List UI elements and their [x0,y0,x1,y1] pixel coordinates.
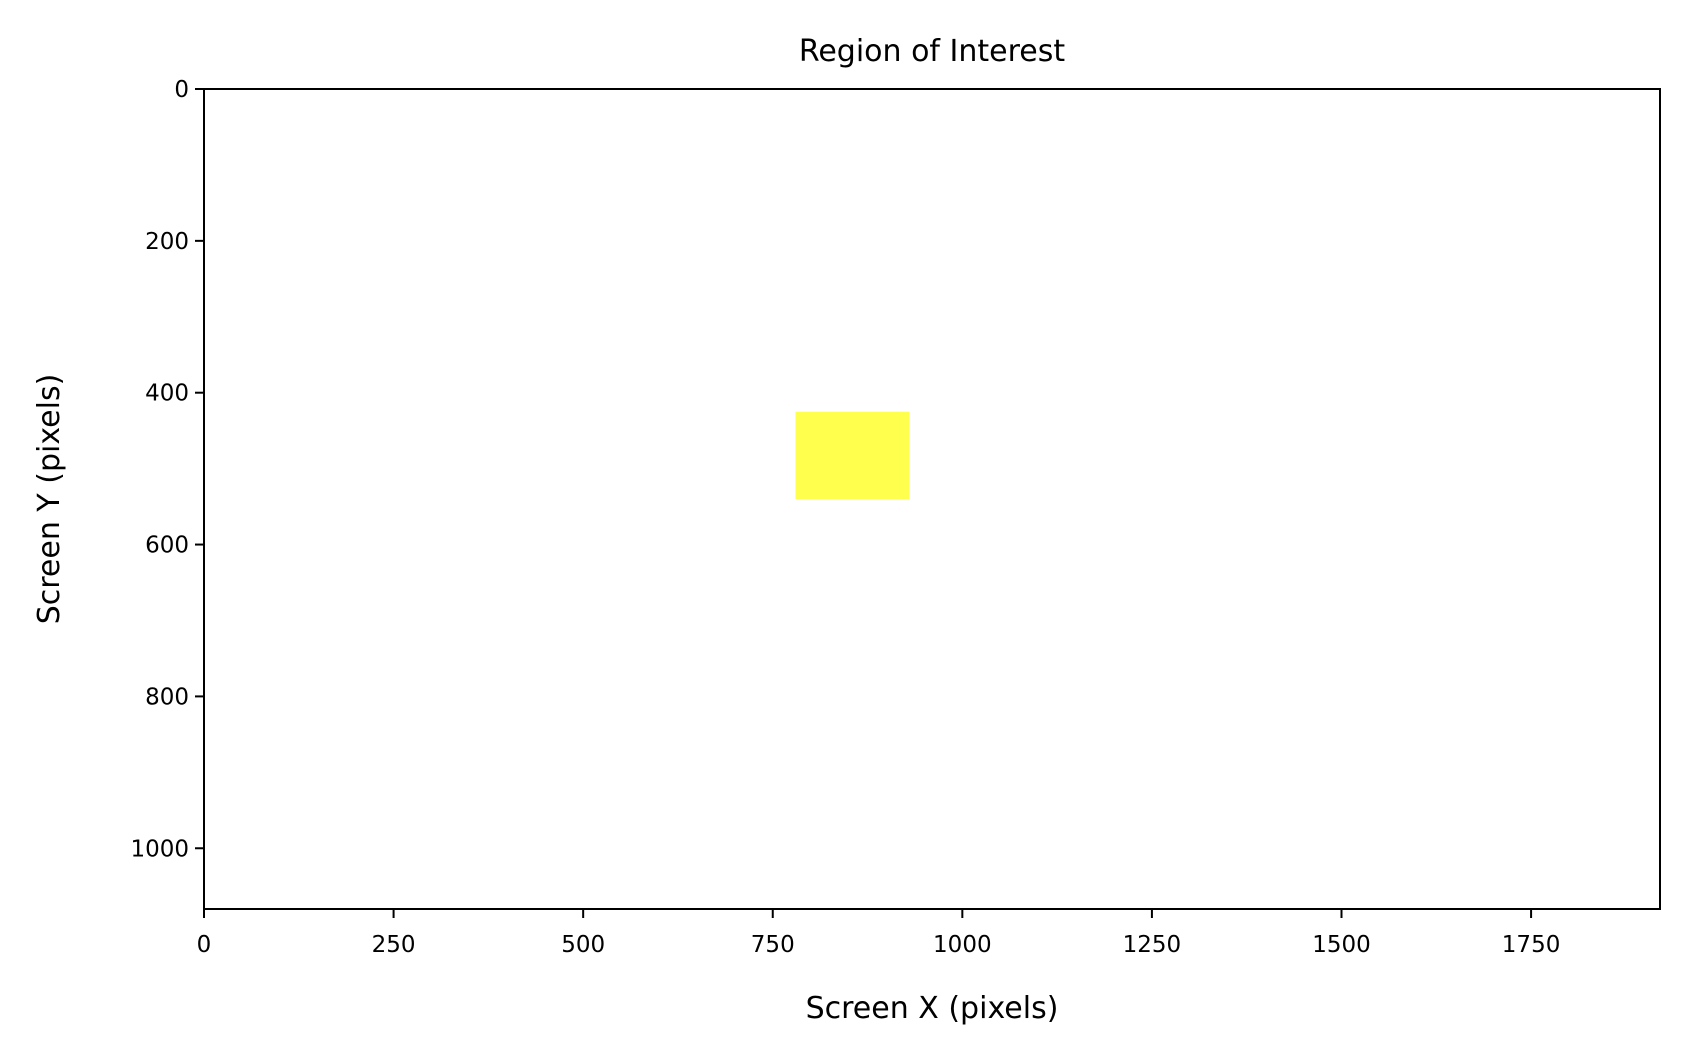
y-tick-label: 1000 [130,836,189,862]
x-tick-label: 250 [372,932,416,958]
y-tick-label: 400 [145,381,189,407]
x-tick-label: 1000 [933,932,992,958]
plot-frame [203,88,1661,910]
x-tick-label: 500 [561,932,605,958]
x-axis-label: Screen X (pixels) [806,991,1059,1026]
x-axis: 0 250 500 750 1000 1250 1500 1750 [197,909,1561,958]
plot-area [203,88,1661,910]
y-tick-label: 800 [145,684,189,710]
x-tick-label: 1750 [1502,932,1561,958]
roi-region [795,411,910,499]
x-tick-label: 1500 [1312,932,1371,958]
y-tick-label: 0 [174,77,189,103]
y-tick-label: 600 [145,533,189,559]
regions-layer [795,411,910,499]
x-tick-label: 750 [751,932,795,958]
plot-background [204,89,1660,909]
y-axis: 0 200 400 600 800 1000 [130,77,204,862]
x-tick-label: 1250 [1123,932,1182,958]
chart-title: Region of Interest [799,34,1066,69]
x-tick-label: 0 [197,932,212,958]
y-axis-label: Screen Y (pixels) [32,374,67,625]
y-tick-label: 200 [145,229,189,255]
